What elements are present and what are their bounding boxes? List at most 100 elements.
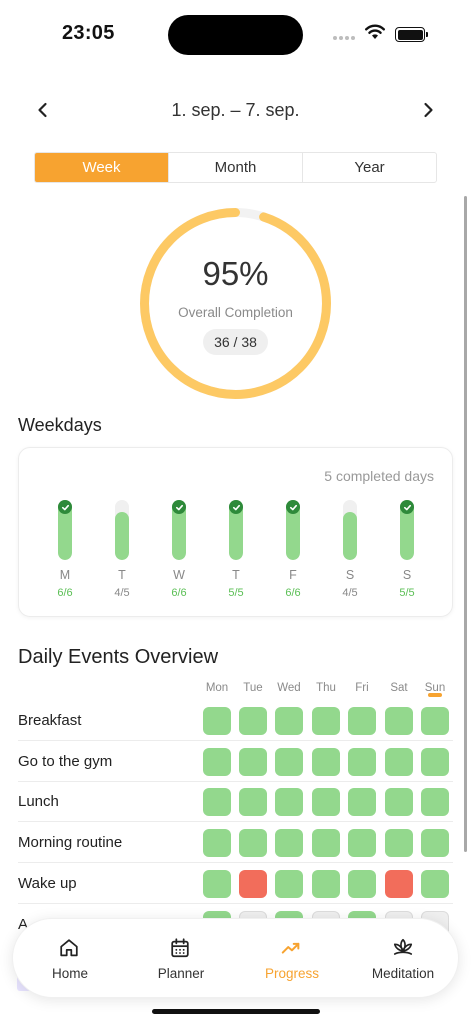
event-status-cell[interactable] xyxy=(385,869,413,898)
event-status-cell[interactable] xyxy=(203,829,231,858)
bar-fill xyxy=(229,500,243,560)
day-column-header: Tue xyxy=(243,682,263,694)
event-status-cell[interactable] xyxy=(385,829,413,858)
checkmark-icon xyxy=(286,500,300,514)
bar-track xyxy=(229,500,243,560)
segment-week[interactable]: Week xyxy=(35,153,169,182)
bar-count-label: 5/5 xyxy=(399,587,415,599)
event-row: Go to the gym xyxy=(18,741,453,782)
event-status-cell[interactable] xyxy=(348,747,376,776)
event-status-cell[interactable] xyxy=(275,707,303,735)
tab-planner[interactable]: Planner xyxy=(125,919,237,999)
event-status-cell[interactable] xyxy=(348,707,376,735)
event-name: Wake up xyxy=(18,874,77,892)
lotus-icon xyxy=(393,938,413,955)
event-row: Morning routine xyxy=(18,822,453,864)
bar-track xyxy=(115,500,129,560)
completion-percent: 95% xyxy=(202,255,269,292)
event-status-cell[interactable] xyxy=(203,747,231,776)
event-status-cell[interactable] xyxy=(348,829,376,858)
event-status-cell[interactable] xyxy=(312,747,340,776)
event-status-cell[interactable] xyxy=(239,829,267,858)
event-status-cell[interactable] xyxy=(203,869,231,898)
chevron-left-icon[interactable] xyxy=(31,98,55,122)
day-column-header: Sat xyxy=(390,682,408,694)
event-status-cell[interactable] xyxy=(312,707,340,735)
chevron-right-icon[interactable] xyxy=(416,98,440,122)
event-status-cell[interactable] xyxy=(275,869,303,898)
segment-month[interactable]: Month xyxy=(169,153,303,182)
bar-day-label: W xyxy=(173,568,185,582)
status-time: 23:05 xyxy=(62,22,115,44)
period-segmented-control: Week Month Year xyxy=(34,152,437,183)
event-status-cell[interactable] xyxy=(239,869,267,898)
bar-track xyxy=(58,500,72,560)
events-title: Daily Events Overview xyxy=(18,646,219,668)
day-column-header: Wed xyxy=(277,682,301,694)
event-status-cell[interactable] xyxy=(275,788,303,817)
event-status-cell[interactable] xyxy=(203,707,231,735)
cellular-signal-icon xyxy=(333,36,355,40)
tab-home[interactable]: Home xyxy=(14,919,126,999)
event-name: Go to the gym xyxy=(18,752,113,770)
bar-track xyxy=(286,500,300,560)
event-status-cell[interactable] xyxy=(239,707,267,735)
day-column-header: Mon xyxy=(205,682,229,694)
event-status-cell[interactable] xyxy=(421,829,449,858)
bar-count-label: 6/6 xyxy=(57,587,73,599)
bar-track xyxy=(343,500,357,560)
completion-ring: 95% Overall Completion 36 / 38 xyxy=(137,205,334,402)
weekdays-title: Weekdays xyxy=(18,415,102,435)
event-status-cell[interactable] xyxy=(275,829,303,858)
tab-meditation[interactable]: Meditation xyxy=(347,919,459,999)
event-status-cell[interactable] xyxy=(385,788,413,817)
bar-count-label: 6/6 xyxy=(285,587,301,599)
event-status-cell[interactable] xyxy=(421,788,449,817)
event-status-cell[interactable] xyxy=(385,707,413,735)
bar-fill xyxy=(172,500,186,560)
event-name: A xyxy=(18,915,29,933)
bar-day-label: M xyxy=(59,568,71,582)
event-status-cell[interactable] xyxy=(239,747,267,776)
checkmark-icon xyxy=(400,500,414,514)
event-row: Lunch xyxy=(18,781,453,823)
completed-days-text: 5 completed days xyxy=(324,468,434,484)
home-indicator xyxy=(152,1009,320,1014)
event-status-cell[interactable] xyxy=(421,747,449,776)
event-status-cell[interactable] xyxy=(348,788,376,817)
event-name: Morning routine xyxy=(18,834,123,852)
event-status-cell[interactable] xyxy=(421,707,449,735)
bar-day-label: T xyxy=(118,568,126,582)
bar-day-label: S xyxy=(345,568,355,582)
bar-fill xyxy=(58,500,72,560)
day-column-header: Fri xyxy=(355,682,369,694)
event-status-cell[interactable] xyxy=(385,747,413,776)
event-status-cell[interactable] xyxy=(312,869,340,898)
event-status-cell[interactable] xyxy=(312,829,340,858)
tab-planner-label: Planner xyxy=(157,966,205,981)
tab-home-label: Home xyxy=(51,966,88,981)
event-status-cell[interactable] xyxy=(312,788,340,817)
date-navigation: 1. sep. – 7. sep. xyxy=(0,92,471,128)
bar-day-label: T xyxy=(232,568,240,582)
bar-track xyxy=(172,500,186,560)
bar-count-label: 4/5 xyxy=(114,587,130,599)
event-status-cell[interactable] xyxy=(275,747,303,776)
today-indicator xyxy=(428,693,442,697)
tab-meditation-label: Meditation xyxy=(371,966,435,981)
event-status-cell[interactable] xyxy=(348,869,376,898)
scrollbar[interactable] xyxy=(464,196,467,852)
event-status-cell[interactable] xyxy=(421,869,449,898)
completion-count-badge: 36 / 38 xyxy=(203,329,268,355)
event-status-cell[interactable] xyxy=(239,788,267,817)
tab-progress[interactable]: Progress xyxy=(236,919,348,999)
event-status-cell[interactable] xyxy=(203,788,231,817)
bar-fill xyxy=(343,512,357,560)
trend-icon xyxy=(281,942,300,954)
segment-year[interactable]: Year xyxy=(354,159,385,176)
day-column-header: Thu xyxy=(316,682,336,694)
tab-bar: Home Planner Progress Meditation xyxy=(12,918,459,998)
event-row: Wake up xyxy=(18,863,453,904)
bar-fill xyxy=(400,500,414,560)
bar-count-label: 5/5 xyxy=(228,587,244,599)
